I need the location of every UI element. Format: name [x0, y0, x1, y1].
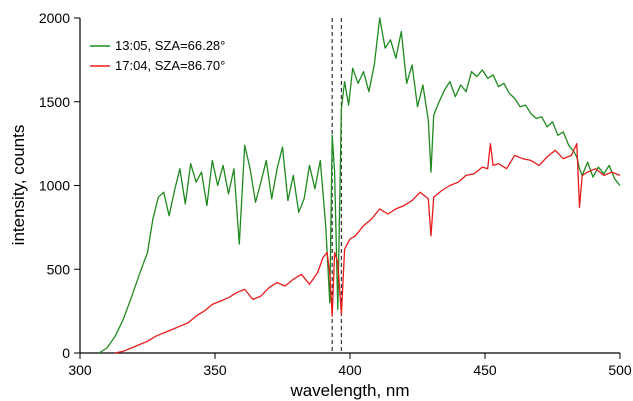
x-tick-label-3: 450 — [473, 362, 497, 378]
y-axis-title: intensity, counts — [9, 125, 28, 246]
legend: 13:05, SZA=66.28° 17:04, SZA=86.70° — [90, 38, 225, 73]
y-tick-label-3: 1500 — [39, 94, 70, 110]
x-axis-title: wavelength, nm — [289, 381, 409, 400]
series-layer — [98, 17, 621, 354]
series-line-1 — [114, 142, 621, 354]
y-tick-label-4: 2000 — [39, 10, 70, 26]
legend-label-1: 17:04, SZA=86.70° — [115, 58, 225, 73]
y-ticks: 0 500 1000 1500 2000 — [39, 10, 80, 361]
x-tick-label-0: 300 — [68, 362, 92, 378]
y-tick-label-2: 1000 — [39, 178, 70, 194]
legend-label-0: 13:05, SZA=66.28° — [115, 38, 225, 53]
x-tick-label-2: 400 — [338, 362, 362, 378]
x-tick-label-1: 350 — [203, 362, 227, 378]
x-ticks: 300 350 400 450 500 — [68, 353, 632, 378]
series-line-0 — [98, 17, 621, 354]
y-tick-label-1: 500 — [47, 261, 71, 277]
y-tick-label-0: 0 — [62, 345, 70, 361]
x-tick-label-4: 500 — [608, 362, 632, 378]
